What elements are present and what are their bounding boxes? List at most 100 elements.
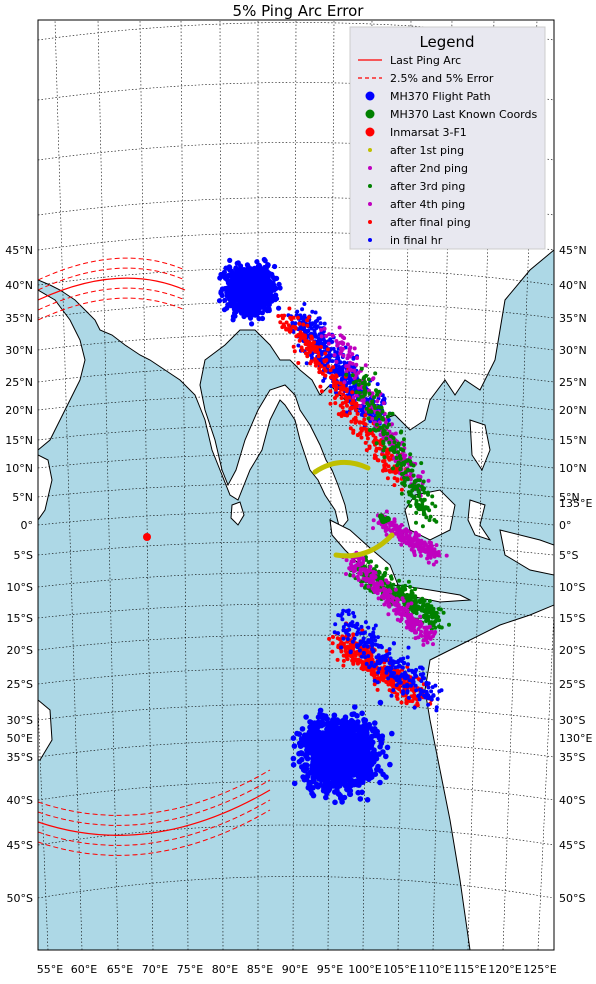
scatter-point bbox=[366, 752, 372, 758]
scatter-point bbox=[417, 697, 422, 702]
scatter-point bbox=[383, 462, 388, 467]
scatter-point bbox=[252, 269, 258, 275]
error-arc-north-4 bbox=[38, 297, 186, 321]
scatter-point bbox=[354, 362, 359, 367]
scatter-point bbox=[388, 528, 393, 533]
scatter-point bbox=[329, 384, 333, 388]
scatter-point bbox=[350, 620, 355, 625]
scatter-point bbox=[291, 743, 298, 749]
scatter-point bbox=[350, 658, 355, 663]
scatter-point bbox=[411, 679, 416, 684]
scatter-point bbox=[419, 629, 424, 634]
scatter-point bbox=[333, 401, 338, 406]
scatter-point bbox=[384, 670, 389, 675]
scatter-point bbox=[339, 780, 346, 786]
scatter-point bbox=[384, 744, 391, 751]
scatter-point bbox=[395, 603, 400, 608]
scatter-point bbox=[342, 386, 346, 391]
scatter-point bbox=[364, 572, 369, 577]
scatter-point bbox=[304, 747, 310, 753]
scatter-point bbox=[384, 516, 391, 523]
scatter-point bbox=[341, 773, 348, 779]
scatter-point bbox=[369, 409, 374, 414]
scatter-point bbox=[377, 768, 384, 774]
scatter-point bbox=[426, 685, 431, 690]
scatter-point bbox=[326, 364, 331, 369]
scatter-point bbox=[426, 702, 431, 707]
scatter-point bbox=[366, 650, 371, 655]
scatter-point bbox=[366, 638, 371, 643]
scatter-point bbox=[383, 774, 389, 780]
scatter-point bbox=[406, 490, 411, 495]
last-known-coords bbox=[378, 513, 391, 525]
land-madagascar bbox=[38, 699, 53, 761]
scatter-point bbox=[365, 436, 370, 441]
scatter-point bbox=[425, 556, 430, 561]
scatter-point bbox=[350, 719, 356, 725]
scatter-point bbox=[359, 366, 364, 371]
scatter-point bbox=[385, 431, 390, 436]
scatter-point bbox=[334, 784, 340, 790]
scatter-point bbox=[427, 508, 432, 513]
scatter-point bbox=[324, 354, 329, 359]
scatter-point bbox=[216, 298, 223, 304]
scatter-point bbox=[313, 321, 318, 325]
scatter-point bbox=[365, 427, 370, 432]
scatter-point bbox=[394, 694, 399, 699]
scatter-point bbox=[420, 524, 425, 529]
scatter-point bbox=[353, 650, 358, 655]
scatter-point bbox=[376, 596, 381, 601]
legend-item: MH370 Flight Path bbox=[365, 90, 491, 103]
scatter-point bbox=[350, 352, 355, 357]
scatter-point bbox=[431, 622, 436, 627]
scatter-point bbox=[447, 622, 451, 627]
scatter-point bbox=[355, 356, 360, 360]
scatter-point bbox=[228, 283, 234, 289]
scatter-point bbox=[385, 592, 390, 597]
scatter-point bbox=[340, 405, 345, 410]
scatter-point bbox=[366, 432, 371, 436]
scatter-point bbox=[321, 378, 326, 383]
scatter-point bbox=[377, 779, 383, 786]
scatter-point bbox=[272, 263, 278, 270]
scatter-point bbox=[288, 315, 293, 320]
scatter-point bbox=[427, 518, 432, 523]
scatter-point bbox=[348, 650, 353, 655]
scatter-point bbox=[241, 268, 247, 274]
scatter-point bbox=[338, 385, 343, 390]
land-sulawesi bbox=[467, 499, 492, 541]
scatter-point bbox=[415, 539, 420, 544]
scatter-point bbox=[408, 477, 413, 482]
scatter-point bbox=[417, 539, 422, 544]
scatter-point bbox=[333, 350, 338, 354]
scatter-point bbox=[333, 387, 338, 392]
ping-arcs-south bbox=[38, 769, 271, 856]
scatter-point bbox=[361, 770, 367, 776]
scatter-point bbox=[389, 434, 394, 439]
scatter-point bbox=[390, 422, 394, 427]
scatter-point bbox=[366, 657, 371, 662]
scatter-point bbox=[392, 440, 397, 445]
scatter-point bbox=[255, 291, 261, 297]
scatter-point bbox=[423, 629, 428, 634]
scatter-point bbox=[296, 750, 302, 757]
scatter-point bbox=[423, 634, 428, 639]
scatter-point bbox=[422, 490, 427, 495]
scatter-point bbox=[341, 625, 346, 629]
scatter-point bbox=[264, 264, 270, 270]
scatter-point bbox=[351, 395, 356, 400]
scatter-point bbox=[257, 265, 263, 271]
scatter-point bbox=[377, 666, 382, 671]
scatter-point bbox=[401, 656, 406, 661]
scatter-point bbox=[359, 435, 364, 440]
scatter-point bbox=[326, 786, 333, 792]
scatter-point bbox=[374, 728, 381, 735]
scatter-point bbox=[261, 287, 267, 294]
scatter-point bbox=[385, 414, 390, 419]
scatter-point bbox=[402, 483, 407, 488]
scatter-point bbox=[348, 562, 353, 566]
scatter-point bbox=[372, 664, 377, 669]
scatter-point bbox=[414, 674, 419, 678]
scatter-point bbox=[414, 510, 419, 515]
scatter-point bbox=[402, 442, 406, 447]
